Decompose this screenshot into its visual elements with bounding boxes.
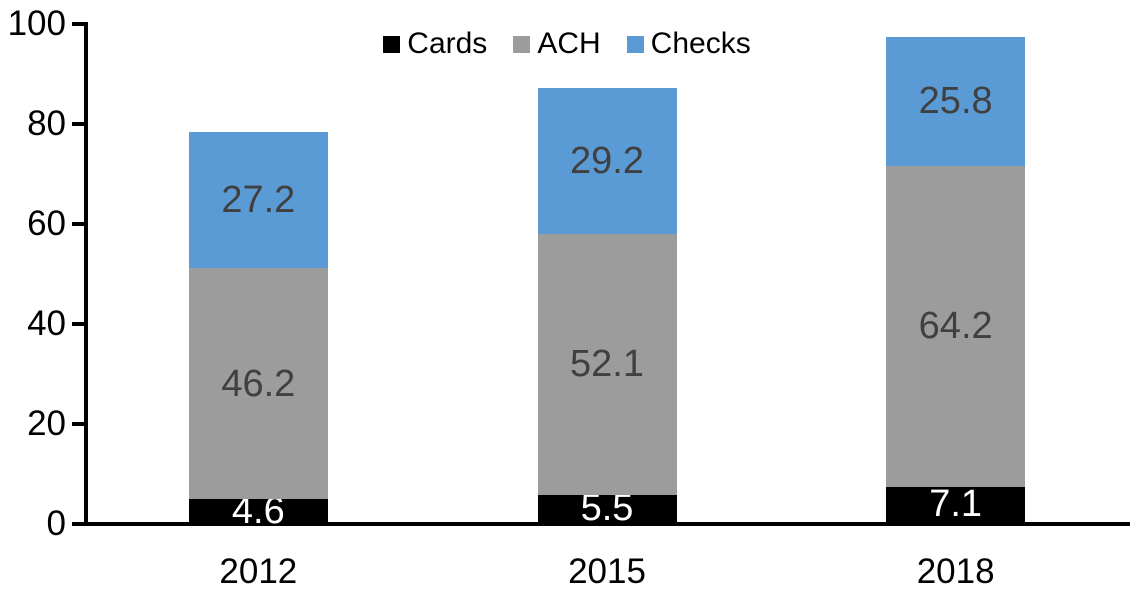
data-label-checks-2015: 29.2 xyxy=(570,140,644,182)
legend-marker-cards-icon xyxy=(383,35,401,53)
x-axis-label-2018: 2018 xyxy=(916,552,995,591)
data-label-cards-2015: 5.5 xyxy=(580,487,634,530)
data-label-checks-2018: 25.8 xyxy=(918,80,993,122)
legend-marker-checks-icon xyxy=(626,35,644,53)
y-tick-40 xyxy=(72,322,85,326)
y-tick-label-20: 20 xyxy=(27,404,66,443)
bar-segment-cards-2018: 7.1 xyxy=(886,483,1026,526)
y-tick-0 xyxy=(72,522,85,526)
y-axis xyxy=(84,22,88,526)
bar-segment-ach-2015: 52.1 xyxy=(537,234,677,495)
y-tick-label-100: 100 xyxy=(7,4,66,43)
data-label-cards-2018: 7.1 xyxy=(929,483,983,526)
legend-item-cards: Cards xyxy=(383,29,487,59)
legend-label-ach: ACH xyxy=(537,27,601,60)
legend-marker-ach-icon xyxy=(513,35,531,53)
x-axis-label-2012: 2012 xyxy=(219,552,298,591)
bar-segment-checks-2012: 27.2 xyxy=(188,132,328,268)
data-label-ach-2015: 52.1 xyxy=(570,343,644,386)
y-tick-100 xyxy=(72,22,85,26)
y-tick-label-60: 60 xyxy=(27,204,66,243)
legend-item-checks: Checks xyxy=(626,27,751,60)
legend-label-checks: Checks xyxy=(650,27,751,60)
legend-label-cards: Cards xyxy=(407,27,488,60)
y-tick-80 xyxy=(72,122,85,126)
chart-legend: Cards ACH Checks xyxy=(0,20,1134,68)
bar-segment-ach-2012: 46.2 xyxy=(188,268,328,499)
y-tick-label-80: 80 xyxy=(27,104,66,143)
bar-segment-cards-2012: 4.6 xyxy=(188,492,328,530)
data-label-ach-2012: 46.2 xyxy=(221,362,296,405)
x-axis xyxy=(84,522,1130,526)
data-label-checks-2012: 27.2 xyxy=(221,179,296,221)
bar-segment-ach-2018: 64.2 xyxy=(886,165,1026,487)
y-tick-label-40: 40 xyxy=(27,304,66,343)
data-label-ach-2018: 64.2 xyxy=(918,305,993,347)
bar-segment-checks-2015: 29.2 xyxy=(537,88,677,234)
y-tick-label-0: 0 xyxy=(46,504,66,543)
y-tick-60 xyxy=(72,222,85,226)
bar-segment-cards-2015: 5.5 xyxy=(537,489,677,527)
x-axis-label-2015: 2015 xyxy=(568,552,646,591)
y-tick-20 xyxy=(72,422,85,426)
legend-item-ach: ACH xyxy=(513,27,601,60)
bar-segment-checks-2018: 25.8 xyxy=(886,36,1026,166)
